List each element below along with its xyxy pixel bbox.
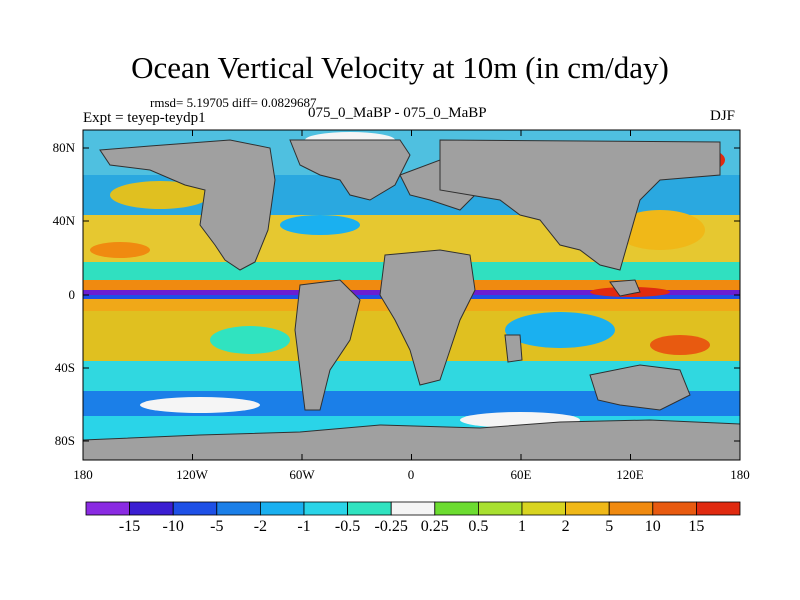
difference-label: 075_0_MaBP - 075_0_MaBP (308, 105, 487, 121)
lat-label-0: 0 (68, 287, 76, 302)
field-patch (90, 242, 150, 258)
south-america (294, 279, 361, 411)
colorbar-swatch (608, 501, 654, 516)
stats-line: rmsd= 5.19705 diff= 0.0829687 (150, 95, 317, 110)
colorbar-swatch (696, 501, 741, 516)
colorbar-label: 2 (561, 518, 570, 535)
colorbar-swatch (477, 501, 523, 516)
colorbar-swatch (434, 501, 479, 516)
colorbar-swatch (259, 501, 305, 516)
colorbar (85, 501, 741, 516)
colorbar-swatch (347, 501, 392, 516)
colorbar-label: -10 (162, 518, 184, 535)
africa (379, 249, 476, 386)
colorbar-label: 0.25 (420, 518, 449, 535)
maritime-continent (609, 279, 641, 297)
lon-label-180w: 180 (73, 467, 93, 482)
colorbar-label: -0.25 (374, 518, 408, 535)
plot-title: Ocean Vertical Velocity at 10m (in cm/da… (131, 50, 669, 85)
eurasia (439, 139, 721, 271)
north-america (99, 139, 276, 271)
lat-label-40n: 40N (52, 213, 75, 228)
field-patch (140, 397, 260, 413)
field-patch (615, 210, 705, 250)
colorbar-label: 0.5 (468, 518, 489, 535)
greenland (289, 139, 411, 201)
colorbar-swatch (216, 501, 261, 516)
lat-label-80s: 80S (54, 433, 75, 448)
colorbar-label: -0.5 (334, 518, 361, 535)
colorbar-swatch (652, 501, 697, 516)
lat-label-80n: 80N (52, 140, 75, 155)
colorbar-label: 1 (518, 518, 526, 535)
colorbar-label: -2 (253, 518, 268, 535)
field-patch (210, 326, 290, 354)
antarctica (83, 419, 740, 460)
colorbar-swatch (521, 501, 566, 516)
field-patch (505, 312, 615, 348)
colorbar-label: 15 (688, 518, 705, 535)
lon-label-180e: 180 (730, 467, 750, 482)
axis-ticks (82, 130, 741, 460)
lon-label-60e: 60E (510, 467, 532, 482)
colorbar-swatch (129, 501, 174, 516)
season-label: DJF (710, 108, 736, 124)
colorbar-label: -15 (118, 518, 141, 535)
colorbar-swatch (303, 501, 348, 516)
land-mask (83, 139, 740, 460)
colorbar-swatch (85, 501, 130, 516)
experiment-label: Expt = teyep-teydp1 (83, 110, 206, 126)
colorbar-swatch (565, 501, 610, 516)
lon-label-60w: 60W (289, 467, 315, 482)
field-patch (280, 215, 360, 235)
field-patch (650, 335, 710, 355)
field-patch (110, 181, 210, 209)
australia (589, 364, 691, 411)
madagascar (504, 334, 523, 363)
colorbar-label: 5 (605, 518, 614, 535)
lon-label-120w: 120W (176, 467, 208, 482)
colorbar-swatch (172, 501, 218, 516)
lat-label-40s: 40S (54, 360, 75, 375)
lon-label-120e: 120E (616, 467, 644, 482)
lon-label-0: 0 (407, 467, 415, 482)
colorbar-label: -1 (297, 518, 311, 535)
colorbar-swatch (390, 501, 436, 516)
colorbar-label: 10 (644, 518, 661, 535)
colorbar-label: -5 (210, 518, 224, 535)
